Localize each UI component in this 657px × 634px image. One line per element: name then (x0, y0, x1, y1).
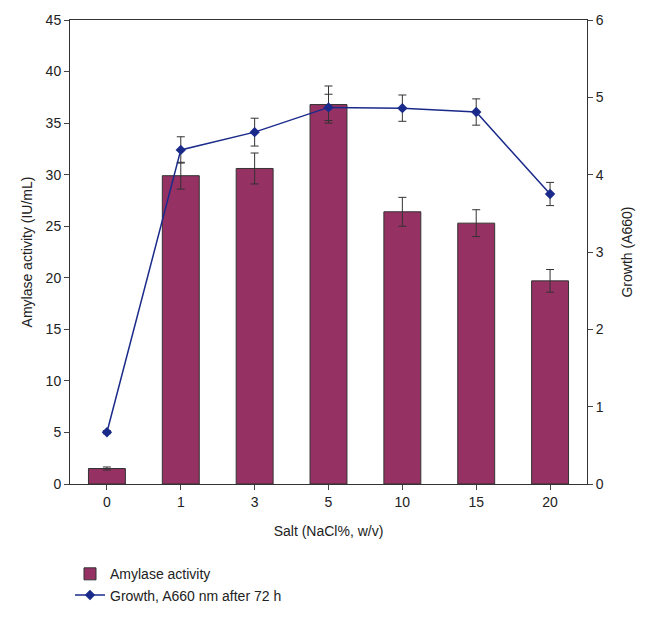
svg-text:0: 0 (596, 476, 604, 492)
svg-text:30: 30 (46, 167, 62, 183)
svg-text:3: 3 (251, 494, 259, 510)
svg-text:1: 1 (177, 494, 185, 510)
svg-text:Salt (NaCl%, w/v): Salt (NaCl%, w/v) (274, 523, 384, 539)
svg-text:15: 15 (46, 321, 62, 337)
svg-text:1: 1 (596, 399, 604, 415)
svg-text:20: 20 (542, 494, 558, 510)
svg-text:5: 5 (53, 424, 61, 440)
svg-text:4: 4 (596, 167, 604, 183)
svg-text:3: 3 (596, 244, 604, 260)
svg-text:Amylase activity (IU/mL): Amylase activity (IU/mL) (19, 177, 35, 328)
svg-text:5: 5 (596, 89, 604, 105)
svg-text:45: 45 (46, 12, 62, 28)
svg-text:10: 10 (46, 373, 62, 389)
svg-text:6: 6 (596, 12, 604, 28)
svg-text:40: 40 (46, 63, 62, 79)
svg-text:35: 35 (46, 115, 62, 131)
svg-text:Amylase activity: Amylase activity (110, 566, 210, 582)
svg-text:20: 20 (46, 270, 62, 286)
svg-text:25: 25 (46, 218, 62, 234)
svg-text:Growth (A660): Growth (A660) (619, 206, 635, 297)
svg-text:2: 2 (596, 321, 604, 337)
svg-text:0: 0 (53, 476, 61, 492)
svg-text:15: 15 (468, 494, 484, 510)
svg-text:10: 10 (395, 494, 411, 510)
svg-text:0: 0 (103, 494, 111, 510)
svg-text:5: 5 (325, 494, 333, 510)
svg-text:Growth, A660 nm after 72 h: Growth, A660 nm after 72 h (110, 588, 281, 604)
